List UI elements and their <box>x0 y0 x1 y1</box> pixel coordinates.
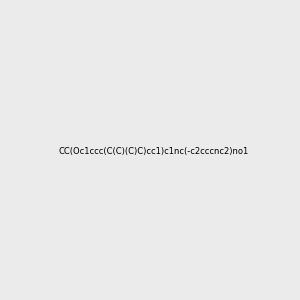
Text: CC(Oc1ccc(C(C)(C)C)cc1)c1nc(-c2cccnc2)no1: CC(Oc1ccc(C(C)(C)C)cc1)c1nc(-c2cccnc2)no… <box>58 147 249 156</box>
